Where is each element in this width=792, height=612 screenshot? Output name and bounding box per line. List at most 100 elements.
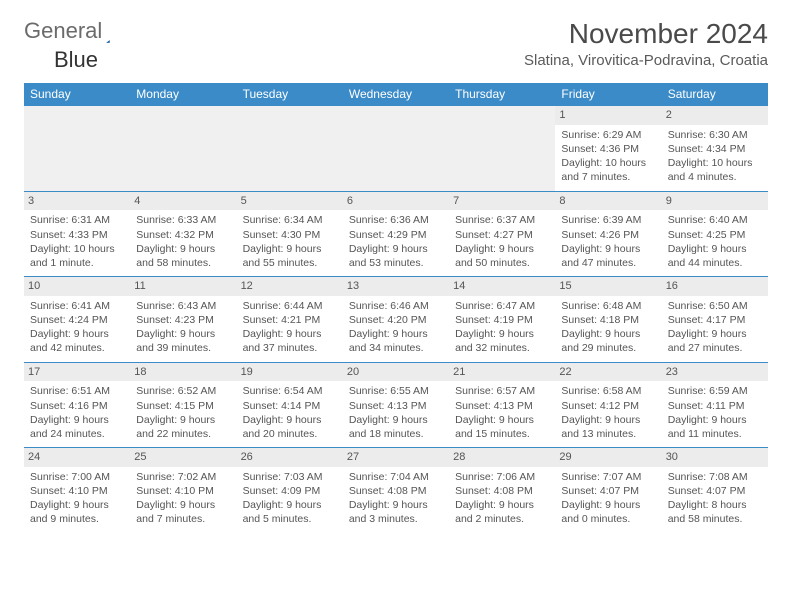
cell-info-line: Sunset: 4:10 PM	[30, 484, 124, 498]
day-number: 13	[343, 277, 449, 296]
cell-info-line: Daylight: 9 hours and 39 minutes.	[136, 327, 230, 355]
day-number: 19	[237, 363, 343, 382]
cell-info-line: Daylight: 9 hours and 58 minutes.	[136, 242, 230, 270]
calendar-cell: 14Sunrise: 6:47 AMSunset: 4:19 PMDayligh…	[449, 277, 555, 363]
cell-info-line: Daylight: 9 hours and 11 minutes.	[668, 413, 762, 441]
cell-info-line: Daylight: 9 hours and 7 minutes.	[136, 498, 230, 526]
cell-info-line: Daylight: 9 hours and 44 minutes.	[668, 242, 762, 270]
cell-info-line: Sunrise: 6:44 AM	[243, 299, 337, 313]
cell-info-line: Sunset: 4:11 PM	[668, 399, 762, 413]
location-text: Slatina, Virovitica-Podravina, Croatia	[524, 52, 768, 69]
cell-info-line: Sunset: 4:20 PM	[349, 313, 443, 327]
day-number: 6	[343, 192, 449, 211]
calendar-table: Sunday Monday Tuesday Wednesday Thursday…	[24, 83, 768, 533]
cell-info-line: Sunrise: 6:54 AM	[243, 384, 337, 398]
day-header: Friday	[555, 83, 661, 106]
day-number: 26	[237, 448, 343, 467]
cell-info-line: Sunrise: 6:51 AM	[30, 384, 124, 398]
cell-info-line: Sunrise: 7:03 AM	[243, 470, 337, 484]
calendar-cell	[24, 106, 130, 192]
cell-info-line: Sunset: 4:08 PM	[349, 484, 443, 498]
day-number: 23	[662, 363, 768, 382]
day-number: 8	[555, 192, 661, 211]
cell-info-line: Daylight: 10 hours and 1 minute.	[30, 242, 124, 270]
cell-info-line: Daylight: 9 hours and 3 minutes.	[349, 498, 443, 526]
calendar-cell: 20Sunrise: 6:55 AMSunset: 4:13 PMDayligh…	[343, 362, 449, 448]
calendar-cell: 15Sunrise: 6:48 AMSunset: 4:18 PMDayligh…	[555, 277, 661, 363]
cell-info-line: Sunrise: 6:47 AM	[455, 299, 549, 313]
day-number: 22	[555, 363, 661, 382]
day-number: 16	[662, 277, 768, 296]
cell-info-line: Sunrise: 6:39 AM	[561, 213, 655, 227]
cell-info-line: Sunrise: 6:40 AM	[668, 213, 762, 227]
cell-info-line: Sunset: 4:14 PM	[243, 399, 337, 413]
day-header: Monday	[130, 83, 236, 106]
calendar-cell: 12Sunrise: 6:44 AMSunset: 4:21 PMDayligh…	[237, 277, 343, 363]
calendar-cell: 5Sunrise: 6:34 AMSunset: 4:30 PMDaylight…	[237, 191, 343, 277]
cell-info-line: Sunset: 4:23 PM	[136, 313, 230, 327]
calendar-cell: 28Sunrise: 7:06 AMSunset: 4:08 PMDayligh…	[449, 448, 555, 533]
calendar-cell	[449, 106, 555, 192]
day-number: 4	[130, 192, 236, 211]
month-title: November 2024	[524, 18, 768, 50]
cell-info-line: Sunset: 4:36 PM	[561, 142, 655, 156]
cell-info-line: Sunrise: 7:00 AM	[30, 470, 124, 484]
calendar-cell: 7Sunrise: 6:37 AMSunset: 4:27 PMDaylight…	[449, 191, 555, 277]
cell-info-line: Daylight: 9 hours and 18 minutes.	[349, 413, 443, 441]
cell-info-line: Sunrise: 6:37 AM	[455, 213, 549, 227]
calendar-cell: 11 Sunrise: 6:43 AMSunset: 4:23 PMDayligh…	[130, 277, 236, 363]
cell-info-line: Sunset: 4:16 PM	[30, 399, 124, 413]
day-header: Sunday	[24, 83, 130, 106]
calendar-cell: 19Sunrise: 6:54 AMSunset: 4:14 PMDayligh…	[237, 362, 343, 448]
cell-info-line: Sunrise: 6:30 AM	[668, 128, 762, 142]
day-number: 11	[130, 277, 236, 296]
calendar-cell	[130, 106, 236, 192]
cell-info-line: Sunrise: 6:48 AM	[561, 299, 655, 313]
cell-info-line: Sunset: 4:32 PM	[136, 228, 230, 242]
cell-info-line: Sunset: 4:17 PM	[668, 313, 762, 327]
cell-info-line: Daylight: 9 hours and 50 minutes.	[455, 242, 549, 270]
calendar-week-row: 24Sunrise: 7:00 AMSunset: 4:10 PMDayligh…	[24, 448, 768, 533]
calendar-cell: 4Sunrise: 6:33 AMSunset: 4:32 PMDaylight…	[130, 191, 236, 277]
calendar-week-row: 3Sunrise: 6:31 AMSunset: 4:33 PMDaylight…	[24, 191, 768, 277]
day-number: 28	[449, 448, 555, 467]
cell-info-line: Daylight: 9 hours and 2 minutes.	[455, 498, 549, 526]
day-header: Thursday	[449, 83, 555, 106]
day-number: 3	[24, 192, 130, 211]
cell-info-line: Sunset: 4:08 PM	[455, 484, 549, 498]
cell-info-line: Sunrise: 6:57 AM	[455, 384, 549, 398]
cell-info-line: Daylight: 9 hours and 32 minutes.	[455, 327, 549, 355]
calendar-cell: 30Sunrise: 7:08 AMSunset: 4:07 PMDayligh…	[662, 448, 768, 533]
calendar-cell: 10Sunrise: 6:41 AMSunset: 4:24 PMDayligh…	[24, 277, 130, 363]
cell-info-line: Daylight: 9 hours and 13 minutes.	[561, 413, 655, 441]
day-number: 7	[449, 192, 555, 211]
day-number: 29	[555, 448, 661, 467]
cell-info-line: Sunset: 4:26 PM	[561, 228, 655, 242]
cell-info-line: Daylight: 10 hours and 7 minutes.	[561, 156, 655, 184]
cell-info-line: Sunrise: 6:43 AM	[136, 299, 230, 313]
calendar-header-row: Sunday Monday Tuesday Wednesday Thursday…	[24, 83, 768, 106]
cell-info-line: Sunrise: 6:41 AM	[30, 299, 124, 313]
cell-info-line: Sunset: 4:18 PM	[561, 313, 655, 327]
calendar-cell: 13Sunrise: 6:46 AMSunset: 4:20 PMDayligh…	[343, 277, 449, 363]
calendar-cell	[343, 106, 449, 192]
calendar-cell: 21Sunrise: 6:57 AMSunset: 4:13 PMDayligh…	[449, 362, 555, 448]
day-number: 20	[343, 363, 449, 382]
cell-info-line: Sunset: 4:21 PM	[243, 313, 337, 327]
cell-info-line: Sunrise: 7:02 AM	[136, 470, 230, 484]
calendar-cell: 24Sunrise: 7:00 AMSunset: 4:10 PMDayligh…	[24, 448, 130, 533]
brand-logo: General	[24, 18, 130, 44]
cell-info-line: Sunset: 4:25 PM	[668, 228, 762, 242]
cell-info-line: Daylight: 9 hours and 47 minutes.	[561, 242, 655, 270]
calendar-cell	[237, 106, 343, 192]
calendar-cell: 23Sunrise: 6:59 AMSunset: 4:11 PMDayligh…	[662, 362, 768, 448]
cell-info-line: Daylight: 9 hours and 5 minutes.	[243, 498, 337, 526]
day-number: 15	[555, 277, 661, 296]
cell-info-line: Sunrise: 6:50 AM	[668, 299, 762, 313]
day-number: 2	[662, 106, 768, 125]
cell-info-line: Sunrise: 6:29 AM	[561, 128, 655, 142]
calendar-week-row: 10Sunrise: 6:41 AMSunset: 4:24 PMDayligh…	[24, 277, 768, 363]
cell-info-line: Sunset: 4:19 PM	[455, 313, 549, 327]
cell-info-line: Sunrise: 6:31 AM	[30, 213, 124, 227]
title-block: November 2024 Slatina, Virovitica-Podrav…	[524, 18, 768, 69]
